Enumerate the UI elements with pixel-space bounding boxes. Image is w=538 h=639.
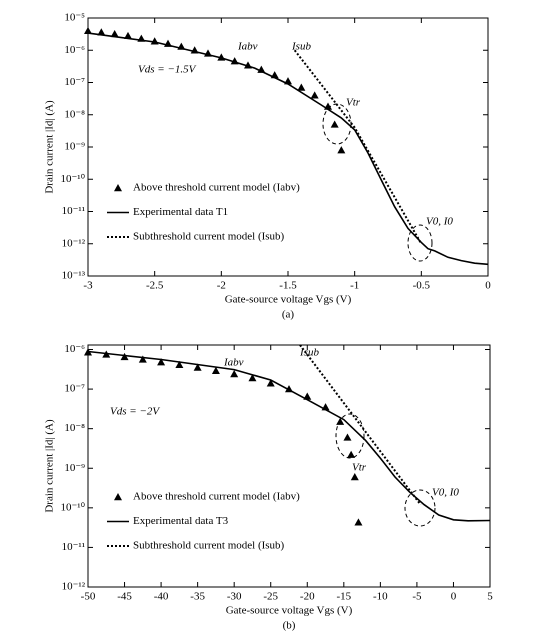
y-tick-label: 10⁻⁸: [64, 422, 85, 434]
data-marker: [350, 473, 359, 481]
y-tick-label: 10⁻⁸: [64, 108, 85, 120]
legend-label: Subthreshold current model (Isub): [133, 540, 285, 552]
y-tick-label: 10⁻⁷: [64, 383, 85, 395]
annotation: V0, I0: [426, 216, 453, 228]
x-tick-label: -50: [81, 591, 96, 603]
annotation: Isub: [291, 41, 311, 53]
data-marker: [124, 31, 132, 40]
y-tick-label: 10⁻¹⁰: [60, 501, 85, 513]
data-marker: [347, 450, 356, 458]
x-tick-label: -2.5: [146, 280, 164, 292]
caption: (b): [283, 620, 296, 632]
data-marker: [211, 366, 220, 374]
legend-label: Subthreshold current model (Isub): [133, 231, 285, 243]
data-marker: [157, 358, 166, 366]
legend-label: Above threshold current model (Iabv): [133, 491, 300, 503]
x-tick-label: -15: [336, 591, 351, 603]
x-tick-label: -40: [154, 591, 169, 603]
data-marker: [110, 29, 119, 38]
y-tick-label: 10⁻⁷: [64, 76, 85, 88]
legend-label: Experimental data T3: [133, 515, 229, 527]
y-tick-label: 10⁻¹²: [62, 237, 86, 249]
x-tick-label: -10: [373, 591, 388, 603]
y-tick-label: 10⁻⁹: [64, 141, 85, 153]
data-marker: [193, 363, 202, 371]
x-tick-label: -2: [217, 280, 226, 292]
data-marker: [297, 83, 306, 91]
highlight-ellipse: [404, 489, 436, 527]
annotation: Vtr: [352, 462, 367, 474]
x-tick-label: -0.5: [413, 280, 431, 292]
y-axis-label: Drain current |Id| (A): [44, 419, 56, 513]
y-tick-label: 10⁻⁹: [64, 462, 85, 474]
x-tick-label: -20: [300, 591, 315, 603]
x-tick-label: -30: [227, 591, 242, 603]
annotation: V0, I0: [432, 487, 459, 499]
data-marker: [248, 374, 257, 382]
data-marker: [97, 28, 106, 36]
annotation: Vds = −1.5V: [138, 64, 197, 76]
x-tick-label: -3: [83, 280, 93, 292]
y-tick-label: 10⁻¹¹: [62, 541, 85, 553]
y-tick-label: 10⁻⁶: [64, 343, 85, 355]
legend-label: Above threshold current model (Iabv): [133, 182, 300, 194]
caption: (a): [282, 309, 295, 321]
data-marker: [175, 360, 184, 369]
y-tick-label: 10⁻¹⁰: [60, 173, 85, 185]
y-tick-label: 10⁻⁶: [64, 44, 85, 56]
annotation: Isub: [299, 347, 319, 359]
data-line: [293, 49, 423, 245]
x-tick-label: -1: [350, 280, 359, 292]
data-line: [87, 32, 489, 266]
data-marker: [230, 370, 239, 378]
y-tick-label: 10⁻¹³: [62, 270, 86, 282]
data-marker: [120, 352, 129, 361]
y-tick-label: 10⁻¹²: [62, 581, 86, 593]
legend-marker: [114, 493, 122, 501]
x-tick-label: -45: [117, 591, 132, 603]
legend-label: Experimental data T1: [133, 206, 228, 218]
data-line: [87, 350, 491, 522]
annotation: Iabv: [237, 41, 258, 53]
data-marker: [343, 433, 352, 441]
highlight-ellipse: [322, 103, 352, 145]
data-marker: [330, 120, 339, 128]
x-tick-label: 0: [485, 280, 491, 292]
data-marker: [266, 379, 275, 387]
y-tick-label: 10⁻¹¹: [62, 205, 85, 217]
x-tick-label: -35: [190, 591, 205, 603]
data-marker: [310, 91, 319, 99]
y-axis-label: Drain current |Id| (A): [44, 100, 56, 194]
annotation: Vds = −2V: [110, 406, 160, 418]
x-tick-label: 0: [451, 591, 457, 603]
annotation: Vtr: [346, 97, 361, 109]
data-line: [299, 344, 422, 506]
x-tick-label: -25: [263, 591, 278, 603]
x-tick-label: -5: [412, 591, 422, 603]
x-axis-label: Gate-source voltage Vgs (V): [226, 605, 353, 617]
plot-frame: [87, 344, 491, 588]
highlight-ellipse: [335, 413, 365, 459]
y-tick-label: 10⁻⁵: [64, 12, 85, 24]
data-marker: [354, 518, 363, 526]
data-marker: [337, 146, 346, 154]
legend-marker: [114, 184, 122, 192]
x-tick-label: 5: [487, 591, 493, 603]
data-marker: [84, 26, 92, 35]
x-tick-label: -1.5: [279, 280, 297, 292]
x-axis-label: Gate-source voltage Vgs (V): [225, 294, 352, 306]
annotation: Iabv: [223, 357, 244, 369]
data-marker: [336, 417, 345, 425]
highlight-ellipse: [407, 224, 433, 262]
data-marker: [138, 355, 147, 363]
